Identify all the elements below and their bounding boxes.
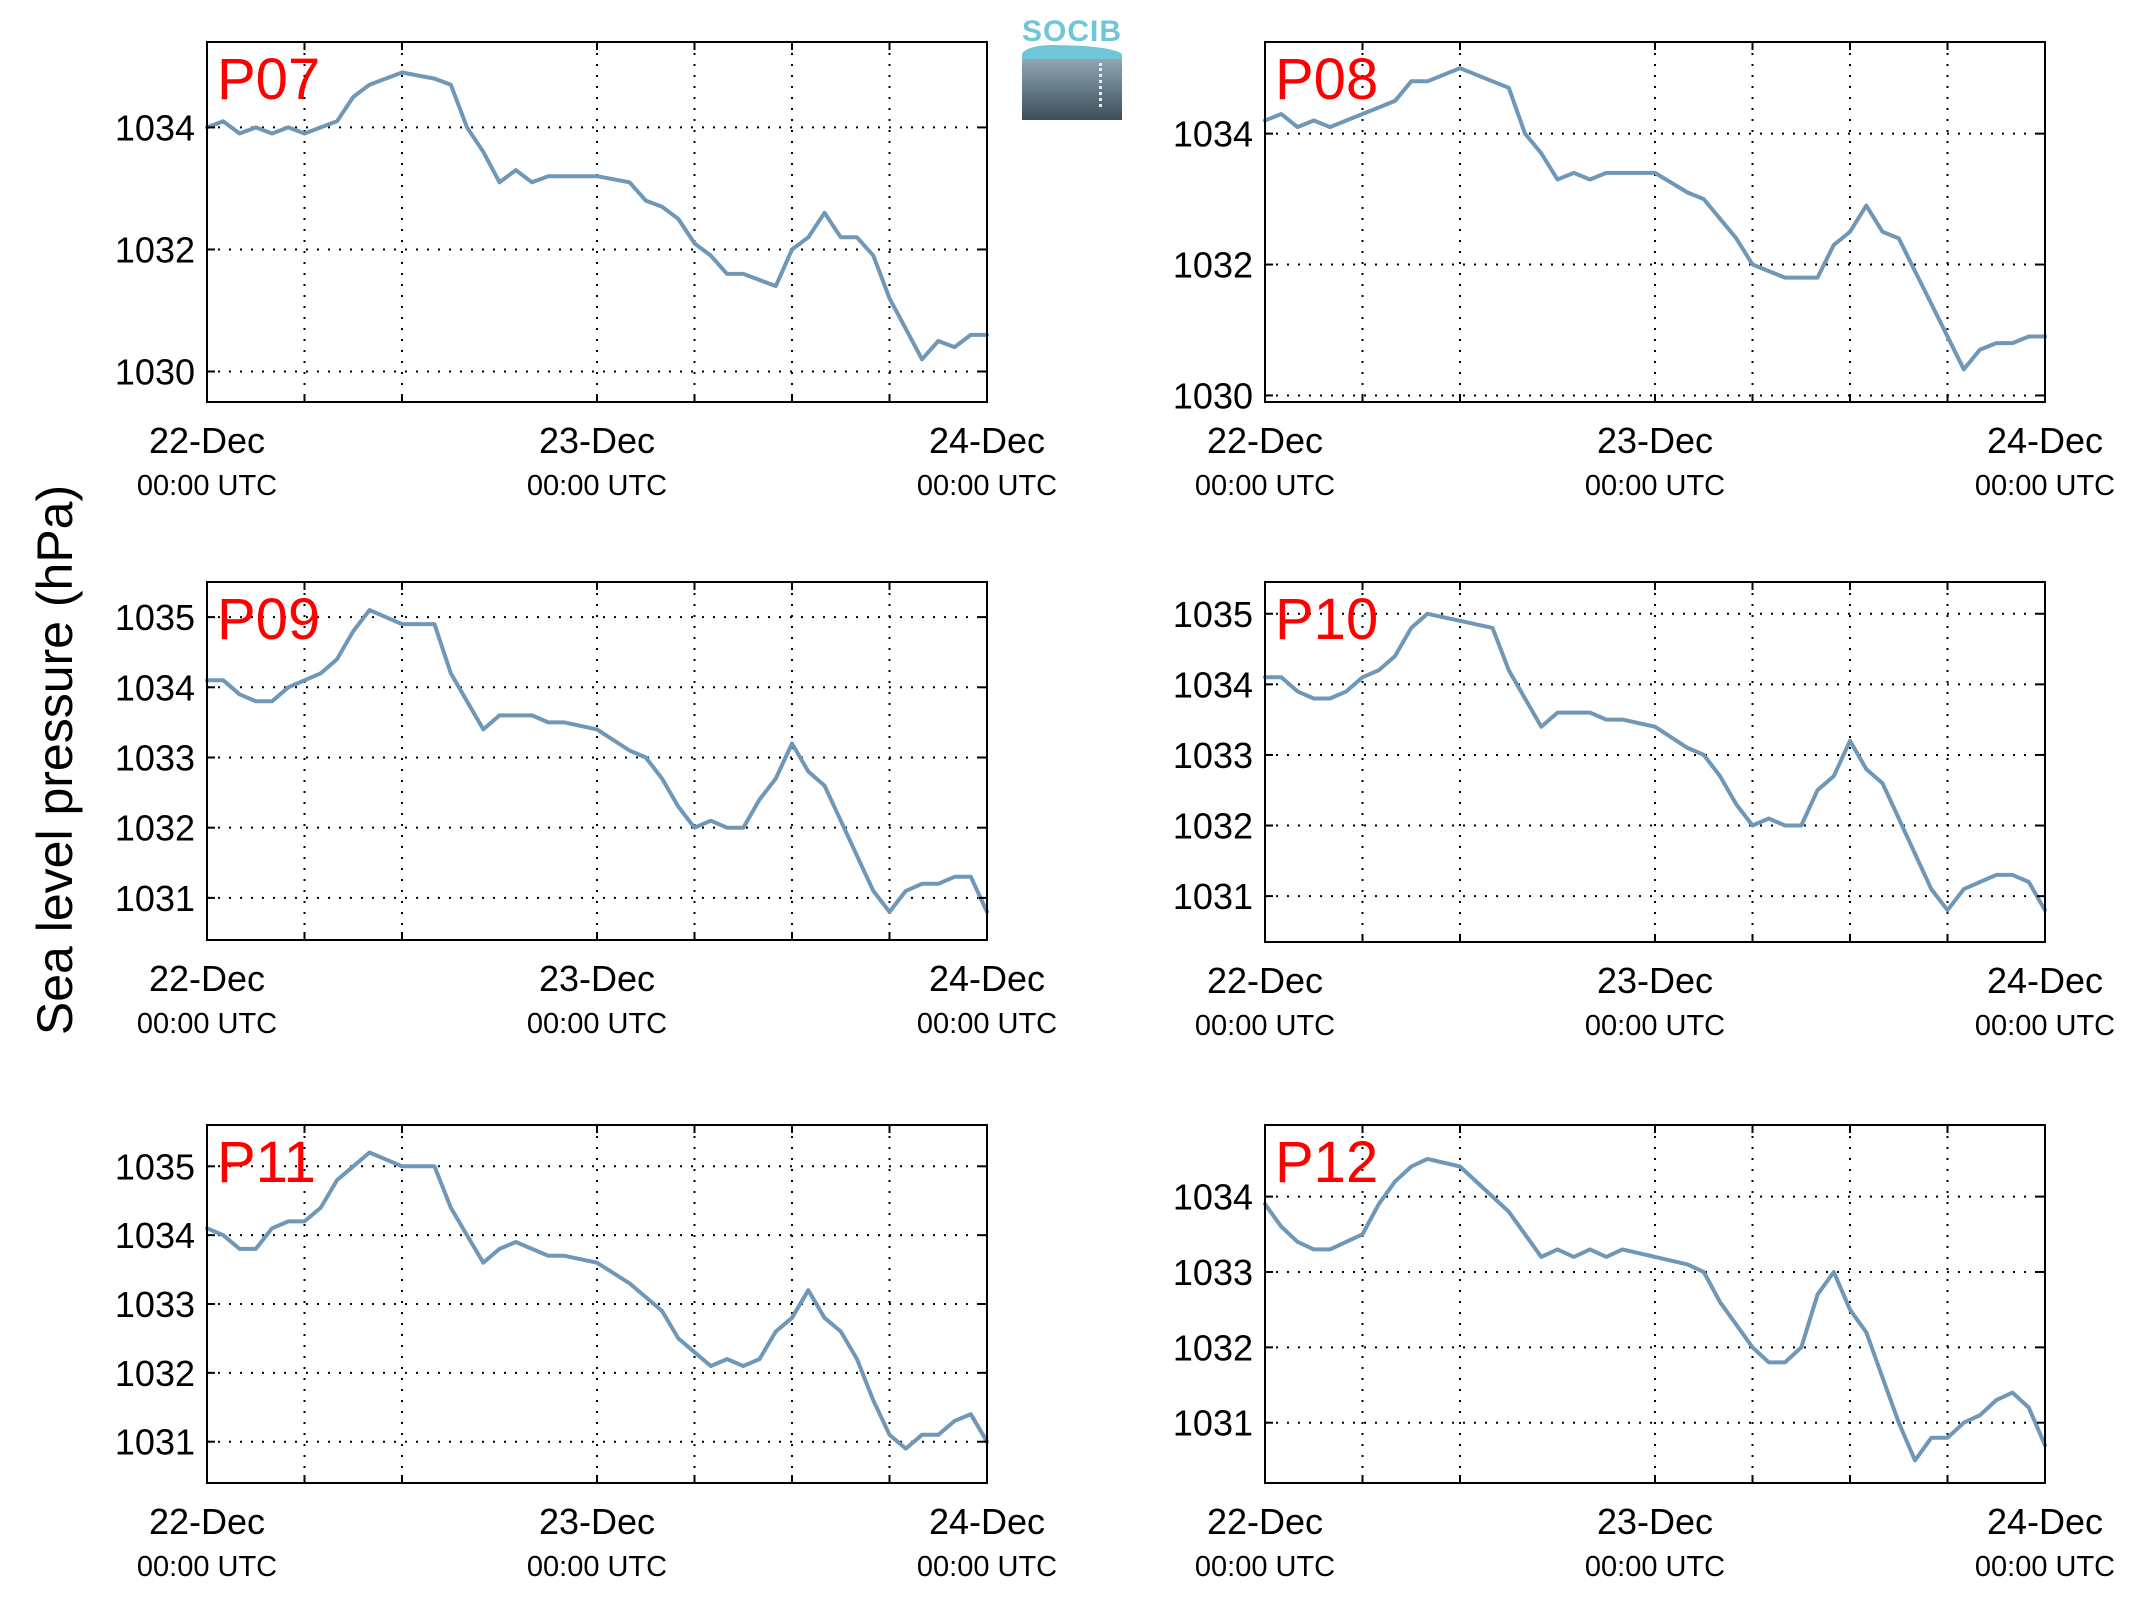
y-tick-label: 1030: [1173, 375, 1253, 416]
x-tick-label-date: 23-Dec: [539, 1501, 655, 1542]
y-tick-label: 1035: [115, 597, 195, 638]
logo-wave: [1022, 45, 1122, 63]
y-tick-label: 1032: [1173, 1327, 1253, 1368]
series-line: [1263, 1156, 2047, 1463]
x-tick-label-time: 00:00 UTC: [527, 470, 667, 502]
y-tick-label: 1033: [115, 737, 195, 778]
x-tick-label-time: 00:00 UTC: [1585, 1551, 1725, 1583]
x-tick-label-date: 22-Dec: [149, 1501, 265, 1542]
x-tick-label-time: 00:00 UTC: [1195, 1551, 1335, 1583]
panel-p08: 1030 1032 1034 22-Dec 00:00 UTC 23-Dec 00:00 U…: [1173, 41, 2115, 502]
x-tick-label-date: 22-Dec: [1207, 1501, 1323, 1542]
x-tick-label-date: 24-Dec: [929, 1501, 1045, 1542]
panel-p10: 1031 1032 1033 1034 1035 22-Dec 00:00 UTC 23-De…: [1173, 581, 2115, 1042]
y-tick-label: 1035: [1173, 594, 1253, 635]
series-line: [1263, 66, 2047, 372]
series-line: [205, 608, 989, 914]
x-tick-label-time: 00:00 UTC: [917, 1551, 1057, 1583]
y-axis-label: Sea level pressure (hPa): [27, 485, 83, 1035]
x-tick-label-date: 22-Dec: [1207, 420, 1323, 461]
x-tick-label-time: 00:00 UTC: [1195, 1010, 1335, 1042]
x-tick-label-date: 22-Dec: [149, 420, 265, 461]
x-tick-label-time: 00:00 UTC: [1585, 1010, 1725, 1042]
x-tick-label-date: 24-Dec: [929, 420, 1045, 461]
axes-frame: [206, 1124, 988, 1484]
x-tick-label-date: 24-Dec: [929, 958, 1045, 999]
y-tick-label: 1033: [115, 1284, 195, 1325]
y-tick-label: 1034: [1173, 1177, 1253, 1218]
logo-box: [1022, 59, 1122, 120]
panel-p12: 1031 1032 1033 1034 22-Dec 00:00 UTC 23-Dec 00:…: [1173, 1124, 2115, 1583]
y-tick-label: 1034: [115, 107, 195, 148]
y-tick-label: 1031: [115, 1422, 195, 1463]
panel-p07: 1030 1032 1034 22-Dec 00:00 UTC 23-Dec 00:00 U…: [115, 41, 1057, 502]
x-tick-label-date: 24-Dec: [1987, 420, 2103, 461]
panel-label: P07: [217, 47, 320, 112]
series-line: [205, 1150, 989, 1451]
panel-p09: 1031 1032 1033 1034 1035 22-Dec 00:00 UTC 23-De…: [115, 581, 1057, 1040]
x-tick-label-date: 22-Dec: [1207, 960, 1323, 1001]
x-tick-label-date: 23-Dec: [539, 958, 655, 999]
y-tick-label: 1031: [1173, 1403, 1253, 1444]
y-tick-label: 1034: [115, 1215, 195, 1256]
y-tick-label: 1034: [115, 667, 195, 708]
logo-text: SOCIB: [1022, 15, 1123, 48]
y-tick-label: 1032: [1173, 245, 1253, 286]
panel-label: P10: [1275, 587, 1378, 652]
x-tick-label-time: 00:00 UTC: [1975, 1551, 2115, 1583]
panel-label: P12: [1275, 1130, 1378, 1195]
axes-frame: [1264, 41, 2046, 403]
y-tick-label: 1032: [115, 229, 195, 270]
x-tick-label-time: 00:00 UTC: [1585, 470, 1725, 502]
axes-frame: [1264, 1124, 2046, 1484]
x-tick-label-time: 00:00 UTC: [137, 1551, 277, 1583]
panels-group: 1030 1032 1034 22-Dec 00:00 UTC 23-Dec 00:00 U…: [115, 41, 2115, 1583]
x-tick-label-date: 24-Dec: [1987, 960, 2103, 1001]
axes-frame: [206, 41, 988, 403]
x-tick-label-time: 00:00 UTC: [917, 1008, 1057, 1040]
y-tick-label: 1032: [1173, 806, 1253, 847]
socib-logo: SOCIB: [1022, 15, 1122, 120]
y-tick-label: 1034: [1173, 114, 1253, 155]
y-tick-label: 1030: [115, 351, 195, 392]
logo-dots: [1099, 63, 1102, 107]
x-tick-label-date: 22-Dec: [149, 958, 265, 999]
x-tick-label-time: 00:00 UTC: [1195, 470, 1335, 502]
y-tick-label: 1033: [1173, 1252, 1253, 1293]
panel-label: P08: [1275, 47, 1378, 112]
x-tick-label-time: 00:00 UTC: [527, 1008, 667, 1040]
x-tick-label-time: 00:00 UTC: [1975, 470, 2115, 502]
x-tick-label-time: 00:00 UTC: [1975, 1010, 2115, 1042]
y-tick-label: 1032: [115, 1353, 195, 1394]
y-tick-label: 1032: [115, 808, 195, 849]
x-tick-label-time: 00:00 UTC: [137, 1008, 277, 1040]
x-tick-label-date: 23-Dec: [539, 420, 655, 461]
y-tick-label: 1031: [115, 878, 195, 919]
panel-label: P11: [217, 1130, 316, 1195]
x-tick-label-date: 24-Dec: [1987, 1501, 2103, 1542]
x-tick-label-date: 23-Dec: [1597, 1501, 1713, 1542]
panel-label: P09: [217, 587, 320, 652]
panel-p11: 1031 1032 1033 1034 1035 22-Dec 00:00 UTC 23-De…: [115, 1124, 1057, 1583]
x-tick-label-time: 00:00 UTC: [917, 470, 1057, 502]
x-tick-label-date: 23-Dec: [1597, 420, 1713, 461]
series-line: [1263, 611, 2047, 913]
x-tick-label-time: 00:00 UTC: [137, 470, 277, 502]
y-tick-label: 1035: [115, 1146, 195, 1187]
series-line: [205, 70, 989, 362]
y-tick-label: 1033: [1173, 735, 1253, 776]
axes-frame: [1264, 581, 2046, 943]
x-tick-label-time: 00:00 UTC: [527, 1551, 667, 1583]
x-tick-label-date: 23-Dec: [1597, 960, 1713, 1001]
y-tick-label: 1031: [1173, 876, 1253, 917]
y-tick-label: 1034: [1173, 664, 1253, 705]
